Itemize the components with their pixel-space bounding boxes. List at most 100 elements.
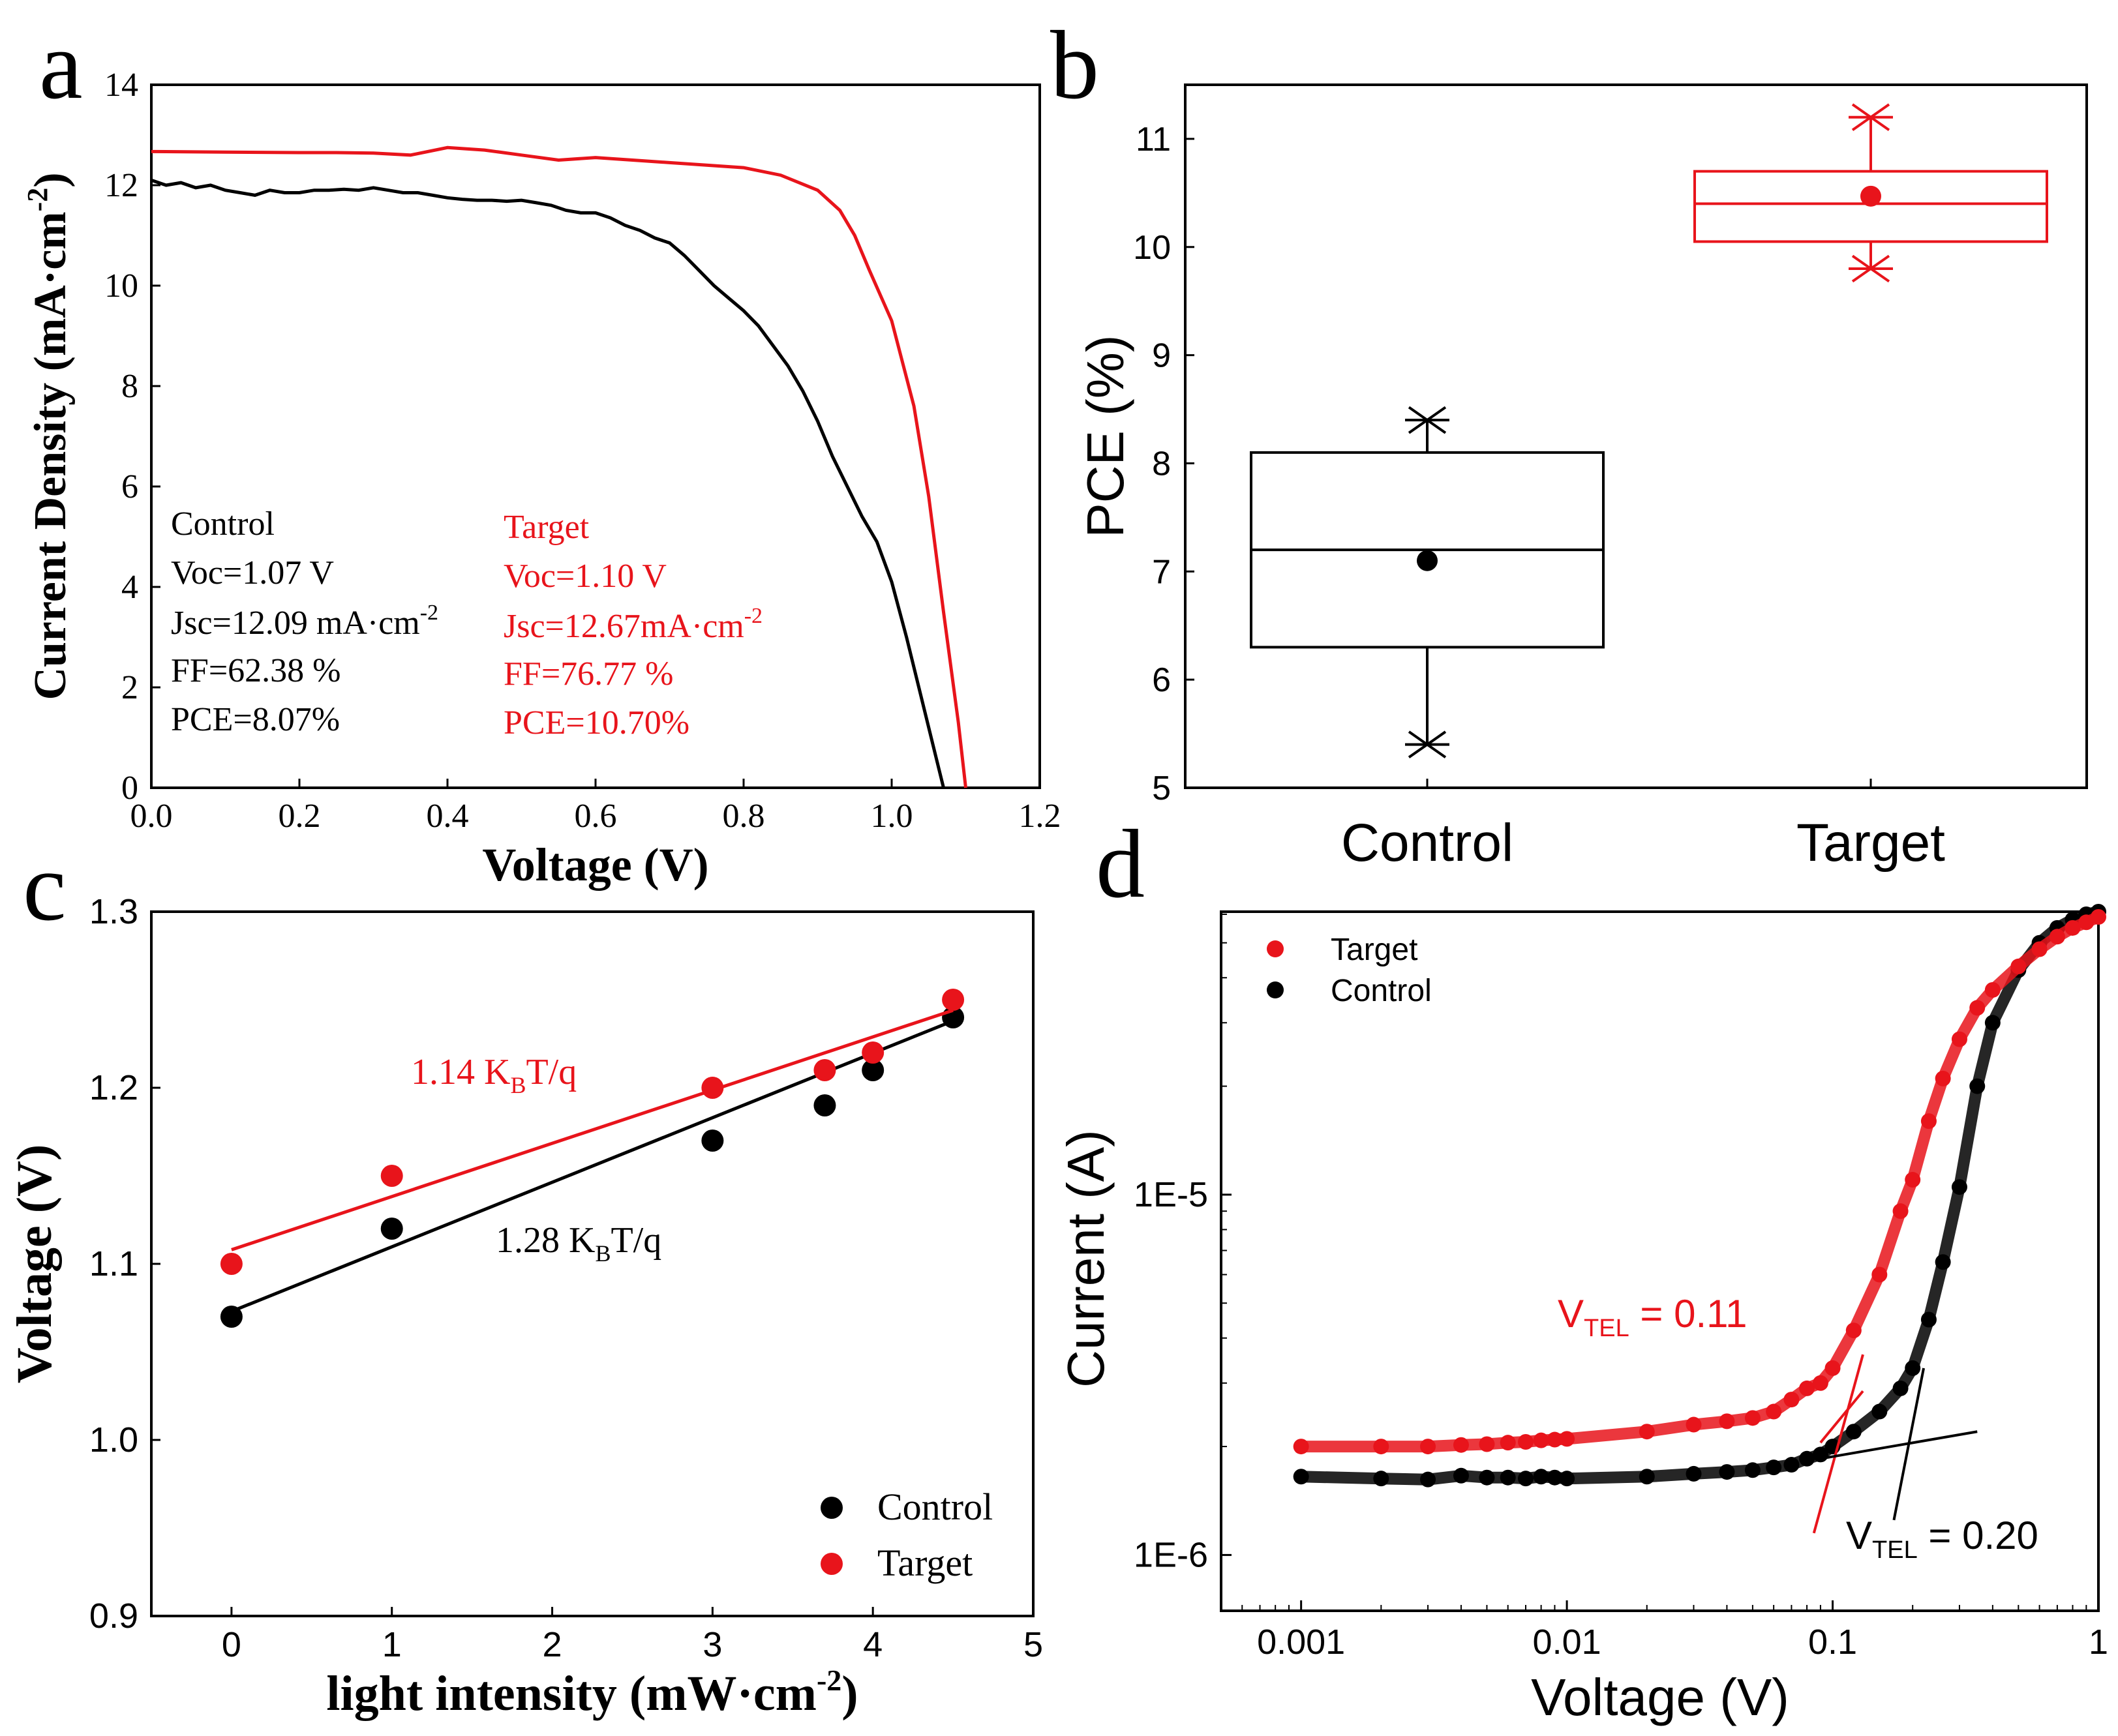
d-xtick-label: 1 — [2089, 1623, 2108, 1662]
c-ytick-label: 1.0 — [89, 1420, 138, 1459]
tangent-control — [1820, 1430, 1978, 1460]
legend-marker-target-d — [1267, 940, 1284, 957]
point-control — [701, 1130, 724, 1152]
panel-c-xlabel: light intensity (mW·cm-2) — [326, 1664, 858, 1721]
b-xtick-label: Control — [1341, 813, 1513, 873]
d-xtick-label: 0.01 — [1533, 1623, 1601, 1662]
a-ytick-label: 6 — [121, 468, 138, 505]
panel-c-marks — [220, 989, 965, 1328]
c-xtick-label: 5 — [1023, 1625, 1043, 1664]
annotation-target-pce: PCE=10.70% — [504, 704, 689, 741]
d-xtick-label: 0.001 — [1257, 1623, 1345, 1662]
point-target — [862, 1041, 885, 1064]
c-ytick-label: 1.2 — [89, 1068, 138, 1107]
panel-d-ticks: 0.001 0.01 0.1 1 1E-6 1E-5 — [1134, 913, 2108, 1662]
c-xtick-label: 2 — [543, 1625, 562, 1664]
annotation-target-voc: Voc=1.10 V — [504, 558, 667, 595]
panel-b: 5 6 7 8 9 10 11 Control Target PCE (%) — [1076, 83, 2088, 873]
point-control — [813, 1094, 836, 1116]
vtel-label-control: VTEL = 0.20 — [1846, 1514, 2038, 1564]
annotation-control-voc: Voc=1.07 V — [171, 554, 334, 591]
b-ytick-label: 7 — [1152, 553, 1171, 591]
panel-b-ticks: 5 6 7 8 9 10 11 Control Target — [1133, 121, 1945, 873]
panel-d-frame — [1220, 910, 2100, 1612]
panel-d-marks — [1293, 904, 2106, 1534]
annotation-control-title: Control — [171, 505, 275, 543]
point-control — [380, 1218, 403, 1240]
point-target — [220, 1253, 243, 1275]
panel-b-ylabel: PCE (%) — [1076, 335, 1134, 537]
point-control — [220, 1306, 243, 1328]
point-target — [380, 1165, 403, 1187]
panel-a-ylabel: Current Density (mA·cm-2) — [22, 172, 76, 700]
legend-label-control: Control — [877, 1486, 993, 1528]
panel-a-ticks: 0.0 0.2 0.4 0.6 0.8 1.0 1.2 0 2 4 6 8 10 12 14 — [104, 67, 1061, 835]
a-ytick-label: 4 — [121, 569, 138, 606]
vtel-label-target: VTEL = 0.11 — [1558, 1292, 1747, 1342]
panel-d: 0.001 0.01 0.1 1 1E-6 1E-5 Voltage (V) Curren… — [1057, 904, 2108, 1726]
legend-marker-control-d — [1267, 981, 1284, 998]
min-star-target — [1851, 254, 1890, 283]
annotation-target-jsc: Jsc=12.67mA·cm-2 — [504, 604, 763, 645]
d-ytick-label: 1E-6 — [1134, 1535, 1208, 1574]
max-star-control — [1408, 406, 1447, 434]
a-xtick-label: 0.0 — [130, 798, 173, 835]
a-ytick-label: 10 — [104, 267, 138, 305]
b-ytick-label: 9 — [1152, 337, 1171, 375]
point-target — [701, 1077, 724, 1099]
annotation-control-jsc: Jsc=12.09 mA·cm-2 — [171, 601, 438, 642]
panel-a-xlabel: Voltage (V) — [482, 839, 708, 891]
b-ytick-label: 10 — [1133, 229, 1171, 267]
fit-label-control: 1.28 KBT/q — [496, 1220, 661, 1266]
fit-line-control — [230, 1019, 954, 1313]
tangent-target — [1819, 1390, 1864, 1444]
mean-marker-target — [1860, 185, 1881, 207]
d-xtick-label: 0.1 — [1808, 1623, 1857, 1662]
a-ytick-label: 8 — [121, 368, 138, 405]
panel-a-target-annotation: Target Voc=1.10 V Jsc=12.67mA·cm-2 FF=76… — [504, 509, 763, 741]
panel-a-control-annotation: Control Voc=1.07 V Jsc=12.09 mA·cm-2 FF=… — [171, 505, 438, 738]
legend-marker-target — [821, 1553, 843, 1575]
a-ytick-label: 14 — [104, 67, 138, 104]
c-ytick-label: 1.3 — [89, 892, 138, 931]
b-ytick-label: 8 — [1152, 445, 1171, 483]
a-ytick-label: 12 — [104, 167, 138, 204]
point-control — [862, 1059, 885, 1081]
max-star-target — [1851, 103, 1890, 131]
d-ytick-label: 1E-5 — [1134, 1175, 1208, 1214]
a-xtick-label: 0.6 — [575, 798, 617, 835]
annotation-control-ff: FF=62.38 % — [171, 652, 340, 689]
panel-c-ticks: 0 1 2 3 4 5 0.9 1.0 1.1 1.2 1.3 — [89, 892, 1043, 1664]
annotation-control-pce: PCE=8.07% — [171, 701, 340, 738]
min-star-control — [1408, 730, 1447, 758]
a-xtick-label: 1.2 — [1019, 798, 1061, 835]
annotation-target-ff: FF=76.77 % — [504, 655, 673, 693]
panel-c: 0 1 2 3 4 5 0.9 1.0 1.1 1.2 1.3 light intensity (m… — [7, 892, 1043, 1721]
b-xtick-label: Target — [1796, 813, 1945, 873]
panel-c-legend: Control Target — [821, 1486, 993, 1584]
annotation-target-title: Target — [504, 509, 590, 546]
c-xtick-label: 1 — [382, 1625, 402, 1664]
panel-d-ylabel: Current (A) — [1057, 1130, 1115, 1388]
c-xtick-label: 3 — [703, 1625, 722, 1664]
fit-line-target — [231, 1008, 954, 1251]
b-ytick-label: 11 — [1136, 121, 1171, 158]
tangent-control — [1892, 1368, 1926, 1521]
legend-label-target: Target — [877, 1542, 973, 1584]
panel-c-ylabel: Voltage (V) — [7, 1145, 62, 1384]
panel-a: 0.0 0.2 0.4 0.6 0.8 1.0 1.2 0 2 4 6 8 10 12 14 Voltage… — [22, 67, 1061, 891]
mean-marker-control — [1417, 550, 1438, 571]
panel-b-boxes — [1250, 103, 2048, 758]
b-ytick-label: 5 — [1152, 770, 1171, 807]
a-xtick-label: 0.2 — [279, 798, 321, 835]
c-ytick-label: 1.1 — [89, 1244, 138, 1283]
point-target — [813, 1059, 836, 1081]
panel-d-legend: Target Control — [1267, 933, 1432, 1008]
fit-label-target: 1.14 KBT/q — [411, 1052, 577, 1098]
a-ytick-label: 0 — [121, 770, 138, 807]
c-xtick-label: 4 — [863, 1625, 883, 1664]
curve-target — [1301, 911, 2101, 1453]
panel-label-b: b — [1050, 11, 1099, 119]
legend-label-control-d: Control — [1331, 974, 1432, 1008]
